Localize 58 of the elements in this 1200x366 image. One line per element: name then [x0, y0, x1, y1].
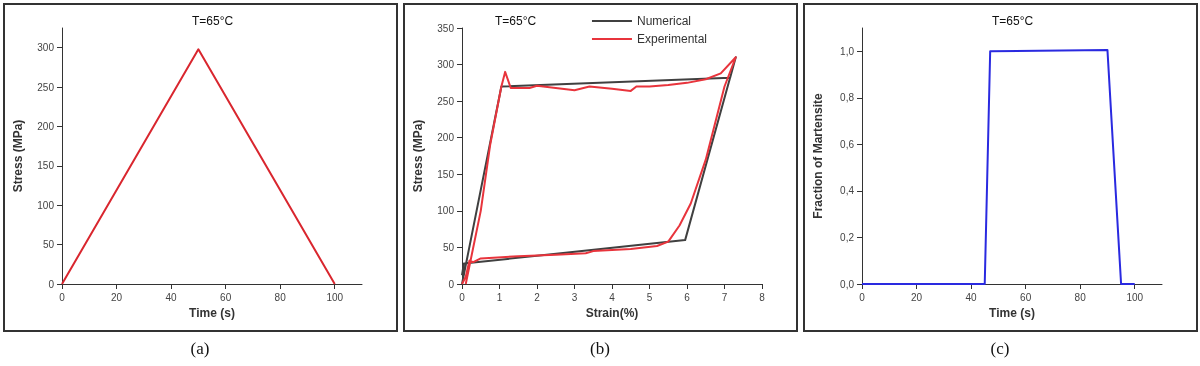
y-tick-label: 0: [448, 278, 455, 290]
line-series: [861, 49, 1136, 285]
x-axis-title: Strain(%): [585, 305, 639, 320]
y-tick-label: 0: [48, 278, 55, 290]
x-tick-label: 3: [571, 291, 578, 303]
y-tick-label: 150: [37, 160, 55, 172]
chart-title: T=65°C: [495, 14, 537, 28]
y-axis-title: Stress (MPa): [11, 119, 25, 193]
x-tick-label: 40: [965, 291, 978, 303]
x-axis-title: Time (s): [189, 305, 235, 320]
x-tick-label: 5: [646, 291, 653, 303]
x-tick-label: 7: [721, 291, 728, 303]
y-tick-label: 300: [37, 42, 55, 54]
line-series: [461, 56, 737, 285]
x-tick-label: 4: [609, 291, 616, 303]
x-tick-label: 100: [1126, 291, 1144, 303]
x-tick-label: 60: [220, 291, 232, 303]
y-axis-title: Fraction of Martensite: [811, 93, 825, 219]
y-tick-label: 250: [37, 81, 55, 93]
text: (b): [590, 339, 610, 358]
y-tick-label: 0,0: [840, 278, 855, 290]
y-tick-label: 300: [437, 59, 455, 71]
y-tick-label: 250: [437, 95, 455, 107]
x-tick-label: 0: [59, 291, 66, 303]
x-tick-label: 0: [459, 291, 466, 303]
y-tick-label: 200: [37, 120, 55, 132]
x-tick-label: 1: [496, 291, 503, 303]
y-tick-label: 150: [437, 168, 455, 180]
chart-title: T=65°C: [192, 14, 234, 28]
legend-label: Experimental: [636, 32, 707, 46]
x-tick-label: 8: [759, 291, 766, 303]
x-tick-label: 40: [165, 291, 178, 303]
text: (a): [190, 339, 210, 358]
x-tick-label: 80: [1074, 291, 1087, 303]
y-tick-label: 200: [437, 132, 455, 144]
x-tick-label: 20: [110, 291, 123, 303]
x-tick-label: 60: [1020, 291, 1032, 303]
y-tick-label: 50: [442, 241, 455, 253]
text: (c): [990, 339, 1010, 358]
chart-title: T=65°C: [992, 14, 1034, 28]
y-tick-label: 100: [437, 205, 455, 217]
y-axis-title: Stress (MPa): [411, 119, 425, 193]
y-tick-label: 0,4: [840, 185, 855, 197]
x-tick-label: 20: [910, 291, 923, 303]
y-tick-label: 1,0: [840, 45, 855, 57]
y-tick-label: 0,8: [840, 92, 855, 104]
legend-label: Numerical: [636, 14, 691, 28]
x-tick-label: 2: [534, 291, 541, 303]
y-tick-label: 350: [437, 22, 455, 34]
y-tick-label: 0,6: [840, 138, 855, 150]
x-axis-title: Time (s): [989, 305, 1035, 320]
y-tick-label: 100: [37, 199, 55, 211]
x-tick-label: 0: [859, 291, 866, 303]
y-tick-label: 0,2: [840, 231, 855, 243]
x-tick-label: 100: [326, 291, 344, 303]
x-tick-label: 80: [274, 291, 287, 303]
y-tick-label: 50: [42, 239, 55, 251]
x-tick-label: 6: [684, 291, 691, 303]
